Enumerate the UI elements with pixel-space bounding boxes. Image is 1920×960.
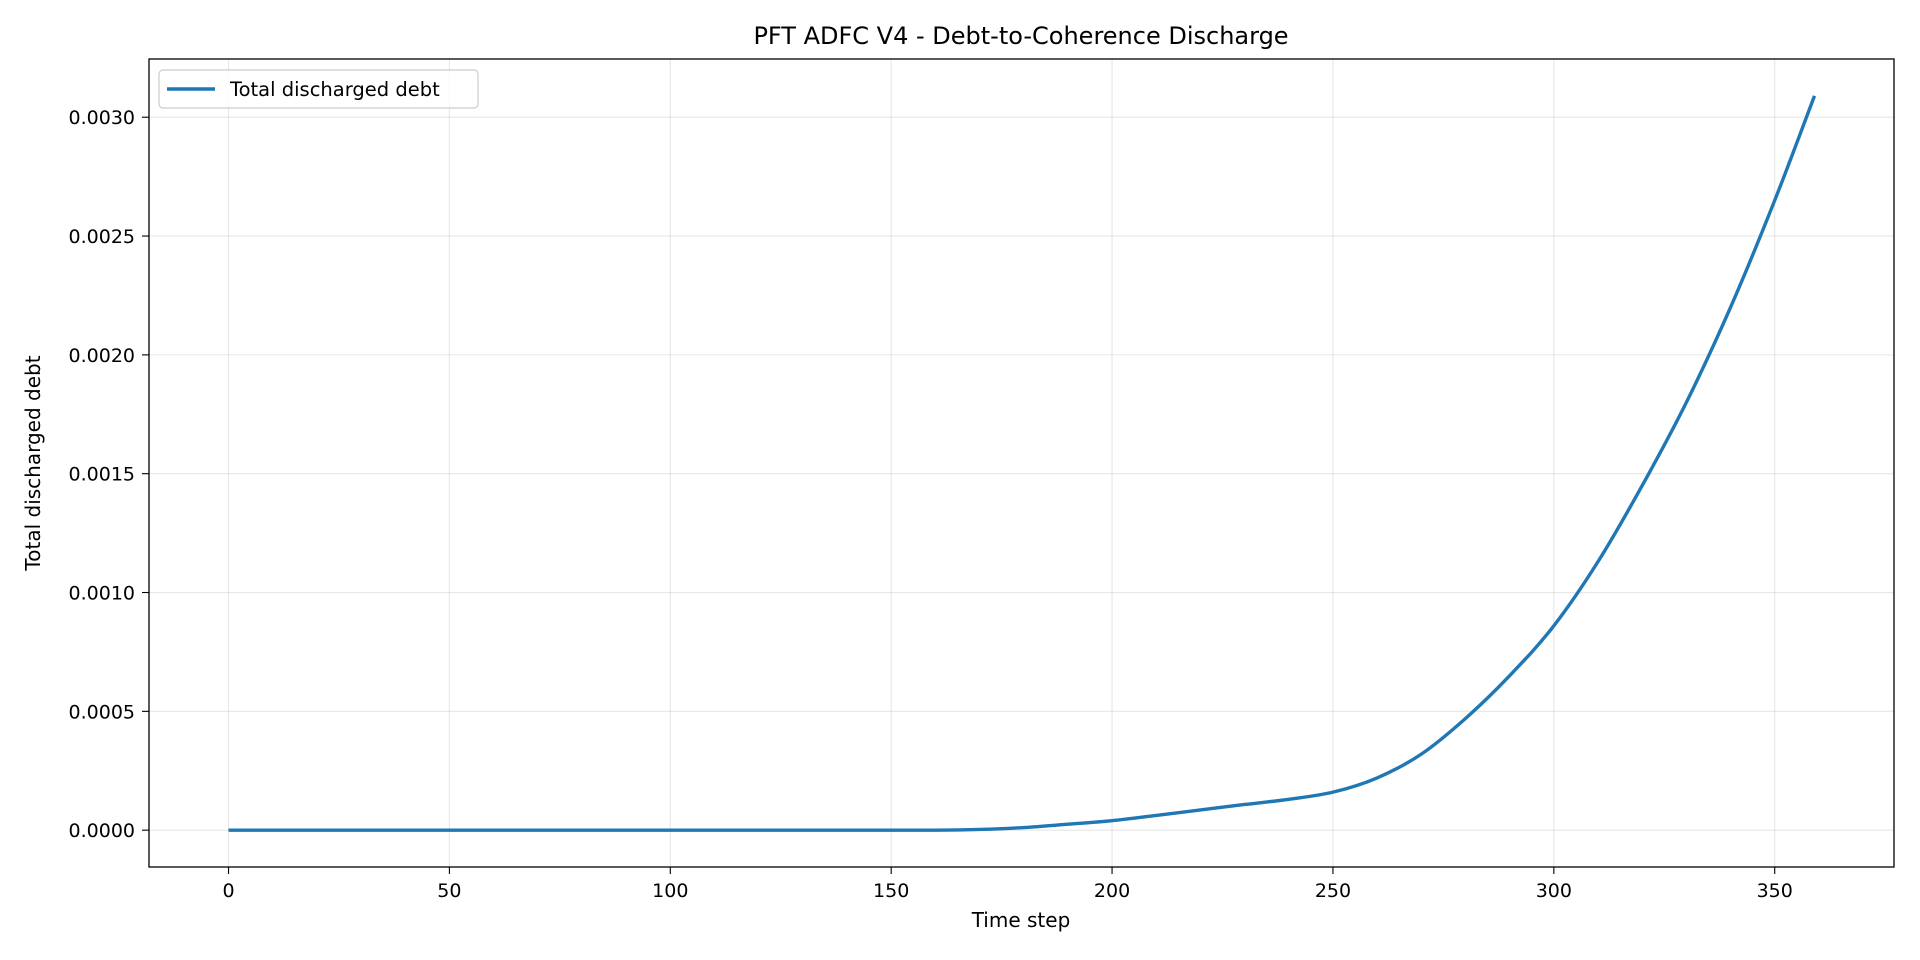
legend-box xyxy=(158,69,479,109)
y-tick-label: 0.0005 xyxy=(69,701,135,723)
y-tick-label: 0.0030 xyxy=(69,107,135,129)
x-tick-label: 300 xyxy=(1536,880,1572,902)
y-tick-label: 0.0000 xyxy=(69,820,135,842)
x-tick-label: 350 xyxy=(1757,880,1793,902)
y-axis-label: Total discharged debt xyxy=(21,355,45,571)
x-tick-label: 100 xyxy=(652,880,688,902)
x-tick-label: 50 xyxy=(437,880,461,902)
y-tick-label: 0.0025 xyxy=(69,226,135,248)
legend-label: Total discharged debt xyxy=(229,78,440,101)
chart-title: PFT ADFC V4 - Debt-to-Coherence Discharg… xyxy=(753,22,1288,50)
y-tick-label: 0.0010 xyxy=(69,583,135,605)
series-line-0 xyxy=(228,95,1817,832)
y-tick-label: 0.0020 xyxy=(69,345,135,367)
y-tick-label: 0.0015 xyxy=(69,464,135,486)
x-axis-label: Time step xyxy=(971,908,1071,932)
axis-ticks: 0 50 100 150 200 250 300 350 0.0000 0.0005 0.0010 0… xyxy=(69,107,1793,902)
grid xyxy=(149,59,1894,867)
x-tick-label: 250 xyxy=(1315,880,1351,902)
x-tick-label: 0 xyxy=(222,880,234,902)
series-layer xyxy=(228,95,1817,832)
x-tick-label: 150 xyxy=(873,880,909,902)
legend: Total discharged debt xyxy=(158,69,479,109)
plot-area-frame xyxy=(148,58,1895,868)
x-tick-label: 200 xyxy=(1094,880,1130,902)
